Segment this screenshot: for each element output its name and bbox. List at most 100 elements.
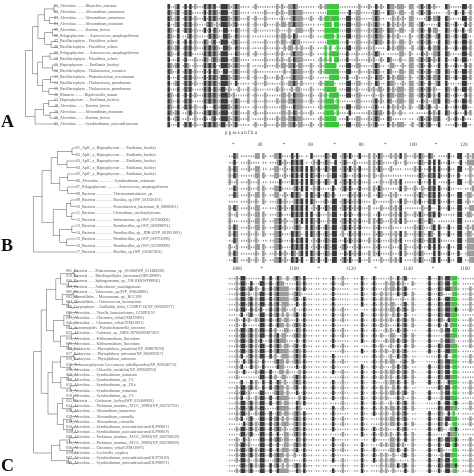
alignment-residue [197, 24, 198, 26]
alignment-residue [253, 246, 254, 248]
alignment-cell [368, 34, 371, 39]
alignment-residue [197, 112, 198, 114]
alignment-cell [293, 10, 296, 15]
alignment-cell [298, 116, 301, 121]
alignment-residue [308, 112, 309, 114]
alignment-cell [455, 22, 458, 27]
taxon-label: 09_Bacteria ................ Bacillus_sp… [76, 198, 162, 202]
alignment-cell [208, 45, 211, 50]
alignment-cell [276, 87, 279, 92]
alignment-residue [308, 53, 309, 55]
alignment-cell [233, 186, 236, 192]
alignment-cell [411, 16, 414, 21]
alignment-cell [334, 116, 337, 121]
alignment-residue [451, 83, 452, 85]
alignment-cell [397, 75, 400, 80]
alignment-cell [184, 57, 187, 62]
alignment-cell [237, 28, 240, 33]
alignment-residue [354, 112, 355, 114]
alignment-cell [255, 199, 258, 205]
alignment-cell [298, 231, 301, 237]
alignment-cell [300, 16, 303, 21]
alignment-residue [234, 220, 235, 222]
alignment-residue [405, 89, 406, 91]
alignment-residue [241, 6, 242, 8]
alignment-residue [371, 71, 372, 73]
alignment-residue [342, 53, 343, 55]
alignment-residue [241, 41, 242, 43]
alignment-residue [262, 89, 263, 91]
alignment-residue [255, 47, 256, 49]
alignment-cell [419, 153, 422, 159]
alignment-residue [323, 12, 324, 14]
alignment-cell [295, 34, 298, 39]
alignment-cell [392, 28, 395, 33]
alignment-cell [428, 69, 431, 74]
alignment-residue [299, 47, 300, 49]
alignment-cell [447, 28, 450, 33]
alignment-cell [247, 16, 250, 21]
alignment-residue [279, 89, 280, 91]
alignment-cell [233, 4, 236, 9]
alignment-cell [276, 75, 279, 80]
alignment-cell [378, 225, 381, 231]
alignment-residue [470, 278, 471, 280]
alignment-residue [262, 124, 263, 126]
alignment-residue [419, 188, 420, 190]
alignment-residue [265, 6, 266, 8]
alignment-cell [300, 116, 303, 121]
alignment-cell [332, 218, 335, 224]
alignment-cell [433, 98, 436, 103]
alignment-residue [417, 112, 418, 114]
alignment-residue [284, 89, 285, 91]
alignment-cell [167, 87, 170, 92]
alignment-residue [393, 155, 394, 157]
alignment-cell [167, 69, 170, 74]
alignment-residue [458, 95, 459, 97]
alignment-cell [445, 110, 448, 115]
alignment-cell [248, 199, 251, 205]
alignment-residue [272, 201, 273, 203]
alignment-cell [392, 34, 395, 39]
alignment-cell [295, 69, 298, 74]
alignment-cell [327, 231, 330, 237]
alignment-cell [295, 45, 298, 50]
alignment-cell [300, 122, 303, 127]
alignment-cell [204, 69, 207, 74]
alignment-cell [464, 69, 467, 74]
alignment-cell [221, 116, 224, 121]
alignment-cell [177, 10, 180, 15]
alignment-cell [325, 257, 328, 263]
alignment-residue [306, 24, 307, 26]
alignment-residue [183, 41, 184, 43]
alignment-cell [184, 28, 187, 33]
alignment-cell [264, 116, 267, 121]
alignment-cell [257, 173, 260, 179]
alignment-residue [313, 71, 314, 73]
alignment-residue [465, 181, 466, 183]
alignment-residue [352, 89, 353, 91]
alignment-cell [298, 192, 301, 198]
alignment-residue [415, 175, 416, 177]
alignment-cell [329, 16, 332, 21]
alignment-residue [453, 168, 454, 170]
alignment-residue [173, 30, 174, 32]
alignment-residue [393, 233, 394, 235]
alignment-residue [270, 12, 271, 14]
alignment-residue [294, 47, 295, 49]
alignment-residue [243, 118, 244, 120]
alignment-residue [303, 124, 304, 126]
alignment-residue [441, 259, 442, 261]
alignment-cell [189, 51, 192, 56]
alignment-cell [332, 122, 335, 127]
alignment-residue [362, 220, 363, 222]
alignment-residue [313, 18, 314, 20]
alignment-residue [234, 181, 235, 183]
alignment-residue [183, 83, 184, 85]
alignment-residue [257, 89, 258, 91]
alignment-residue [344, 18, 345, 20]
alignment-cell [310, 153, 313, 159]
alignment-residue [308, 36, 309, 38]
alignment-residue [200, 36, 201, 38]
alignment-residue [200, 124, 201, 126]
